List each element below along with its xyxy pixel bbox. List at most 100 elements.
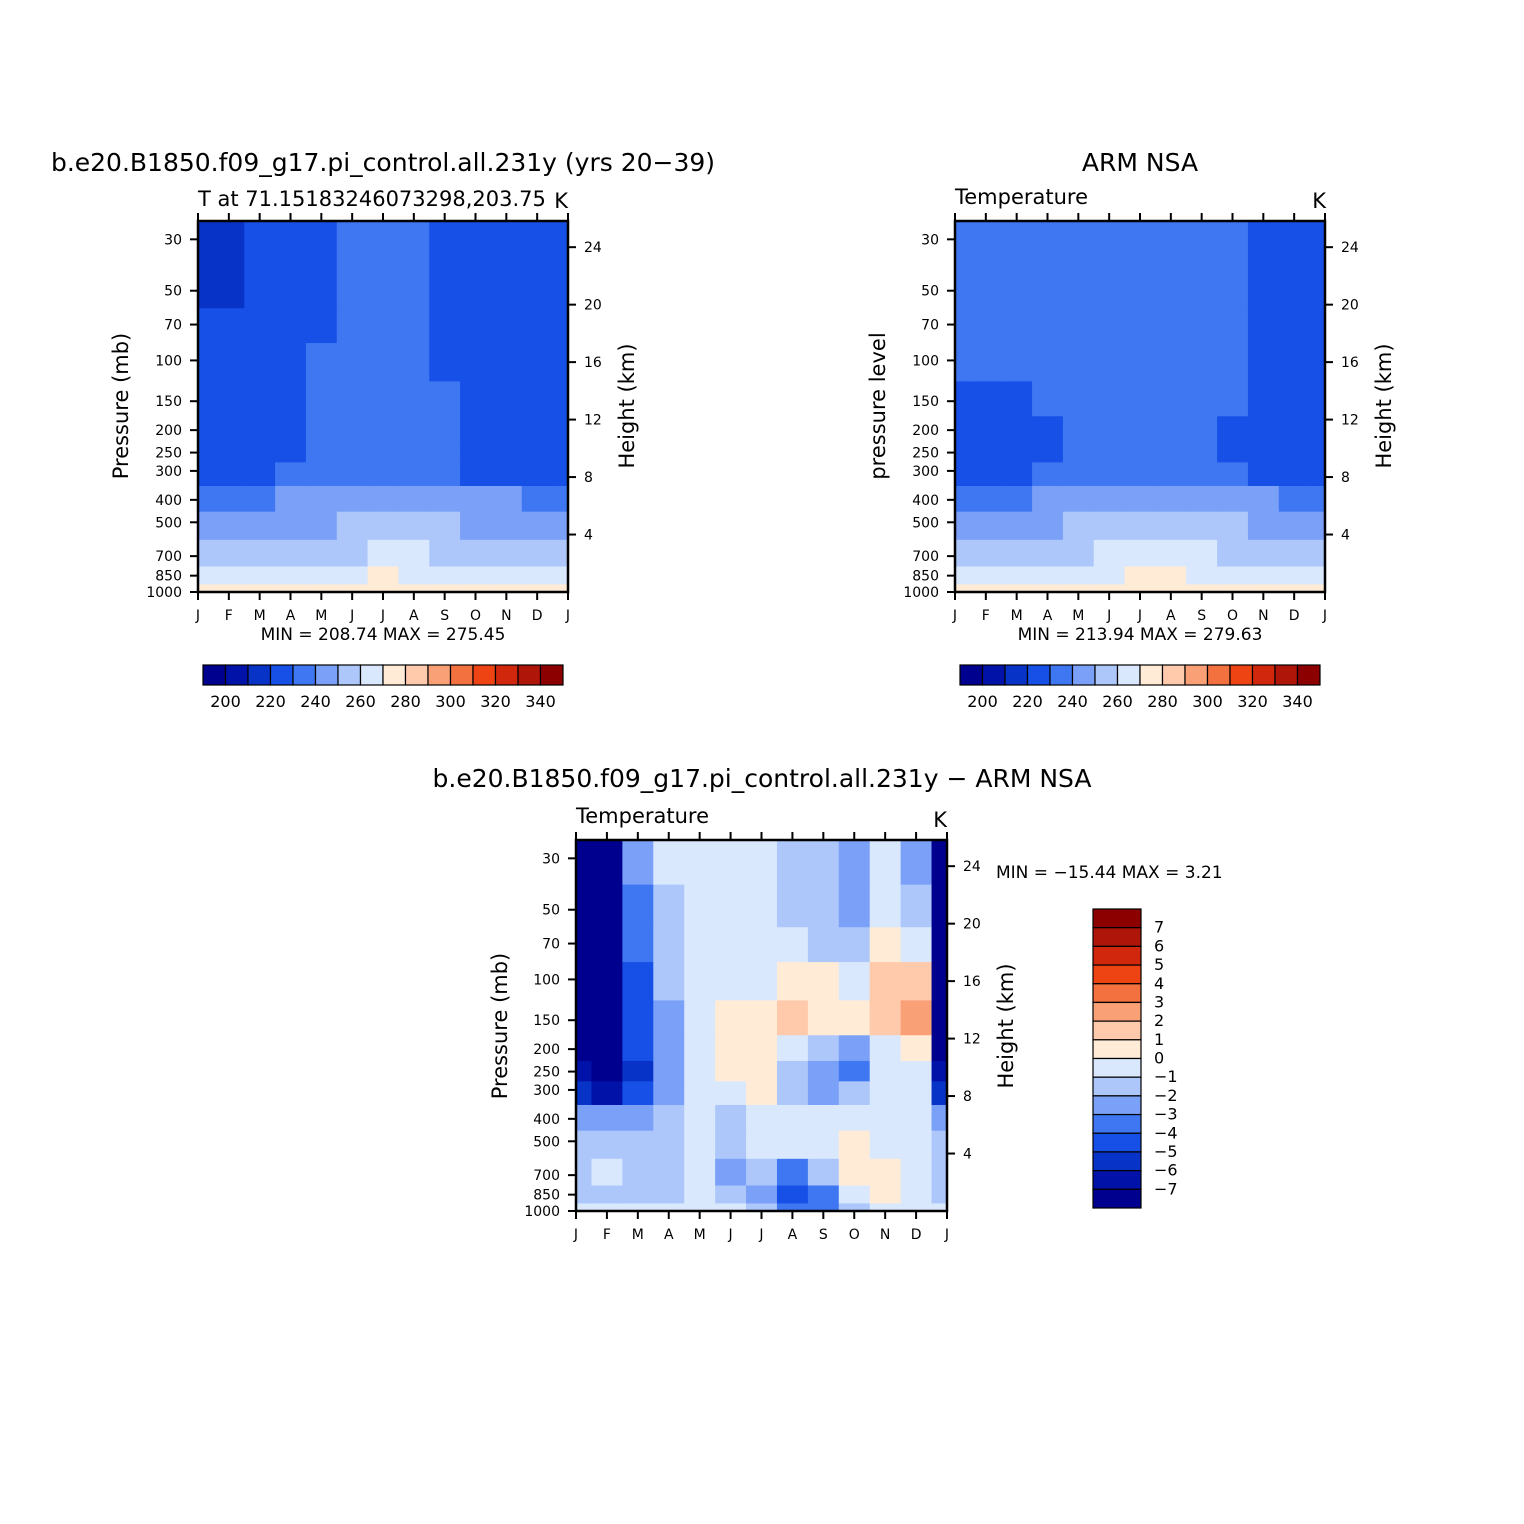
x-tick-label: O <box>470 608 481 624</box>
contour-cell <box>1247 461 1280 486</box>
contour-cell <box>746 1080 778 1105</box>
contour-cell <box>807 840 840 885</box>
contour-cell <box>955 221 972 266</box>
contour-cell <box>305 441 338 463</box>
contour-cell <box>1186 307 1218 344</box>
contour-cell <box>715 1060 747 1082</box>
contour-cell <box>1001 485 1033 512</box>
contour-cell <box>198 380 215 417</box>
y-tick-label: 100 <box>912 353 939 369</box>
units-label: K <box>1312 189 1327 213</box>
colorbar-swatch <box>959 664 984 686</box>
contour-cell <box>622 1034 654 1061</box>
contour-cell <box>460 380 492 417</box>
contour-cell <box>776 884 809 928</box>
contour-cell <box>684 1184 716 1204</box>
contour-cell <box>970 265 1002 309</box>
contour-cell <box>460 307 492 344</box>
contour-cell <box>1217 307 1249 344</box>
contour-cell <box>305 380 338 417</box>
contour-cell <box>653 961 685 1001</box>
contour-cell <box>1217 415 1249 442</box>
contour-cell <box>244 307 276 344</box>
colorbar-swatch <box>1092 908 1142 929</box>
contour-cell <box>746 961 778 1001</box>
contour-cell <box>1217 380 1249 417</box>
contour-cell <box>213 485 245 512</box>
x-tick-label: J <box>1322 608 1327 624</box>
contour-cell <box>776 1202 809 1212</box>
contour-cell <box>1186 583 1218 593</box>
contour-cell <box>684 840 716 885</box>
contour-cell <box>490 342 523 382</box>
contour-cell <box>305 415 338 442</box>
y-axis-label: Pressure (mb) <box>109 333 133 480</box>
contour-cell <box>1093 511 1126 540</box>
contour-cell <box>1278 441 1311 463</box>
contour-cell <box>490 485 523 512</box>
contour-cell <box>398 539 430 567</box>
contour-cell <box>1093 380 1126 417</box>
contour-cell <box>715 840 747 885</box>
panel-title: b.e20.B1850.f09_g17.pi_control.all.231y … <box>51 148 715 177</box>
contour-cell <box>521 583 554 593</box>
contour-cell <box>1247 221 1280 266</box>
contour-cell <box>1032 461 1064 486</box>
y-tick-label: 100 <box>533 972 560 988</box>
contour-cell <box>684 1158 716 1186</box>
contour-cell <box>1093 342 1126 382</box>
contour-cell <box>1186 461 1218 486</box>
contour-cell <box>900 884 933 928</box>
contour-cell <box>1309 583 1326 593</box>
x-tick-label: O <box>849 1227 860 1243</box>
contour-cell <box>305 539 338 567</box>
contour-cell <box>198 565 215 585</box>
x-tick-label: J <box>728 1227 733 1243</box>
contour-cell <box>1217 511 1249 540</box>
contour-cell <box>1001 511 1033 540</box>
contour-cell <box>1062 511 1095 540</box>
colorbar-label: 0 <box>1154 1049 1164 1068</box>
contour-cell <box>460 221 492 266</box>
contour-cell <box>931 926 948 963</box>
y-tick-label: 500 <box>533 1134 560 1150</box>
contour-cell <box>1247 342 1280 382</box>
contour-cell <box>1124 441 1157 463</box>
y-tick-label: 30 <box>164 232 182 248</box>
contour-cell <box>1155 485 1187 512</box>
x-tick-label: A <box>286 608 296 624</box>
contour-cell <box>213 511 245 540</box>
y-tick-label: 700 <box>533 1168 560 1184</box>
x-tick-label: J <box>1137 608 1142 624</box>
x-tick-label: A <box>409 608 419 624</box>
contour-cell <box>336 485 369 512</box>
colorbar-swatch <box>1092 927 1142 947</box>
contour-cell <box>653 1034 685 1061</box>
contour-cell <box>552 485 569 512</box>
y-right-tick-label: 8 <box>1341 470 1350 486</box>
contour-cell <box>521 415 554 442</box>
contour-cell <box>931 884 948 928</box>
contour-cell <box>1062 583 1095 593</box>
contour-cell <box>521 221 554 266</box>
y-right-tick-label: 12 <box>963 1032 981 1048</box>
contour-cell <box>869 840 902 885</box>
contour-cell <box>869 926 902 963</box>
contour-cell <box>275 461 307 486</box>
contour-cell <box>429 307 461 344</box>
contour-cell <box>244 485 276 512</box>
contour-cell <box>746 1104 778 1131</box>
contour-cell <box>460 583 492 593</box>
contour-cell <box>305 583 338 593</box>
contour-cell <box>1093 415 1126 442</box>
contour-cell <box>1155 441 1187 463</box>
colorbar-swatch <box>202 664 227 686</box>
y-tick-label: 30 <box>542 851 560 867</box>
panel-subtitle: T at 71.15183246073298,203.75 <box>197 187 546 211</box>
contour-cell <box>1093 565 1126 585</box>
contour-cell <box>931 840 948 885</box>
panel-model: b.e20.B1850.f09_g17.pi_control.all.231y … <box>51 148 715 711</box>
contour-cell <box>1309 461 1326 486</box>
contour-cell <box>198 415 215 442</box>
